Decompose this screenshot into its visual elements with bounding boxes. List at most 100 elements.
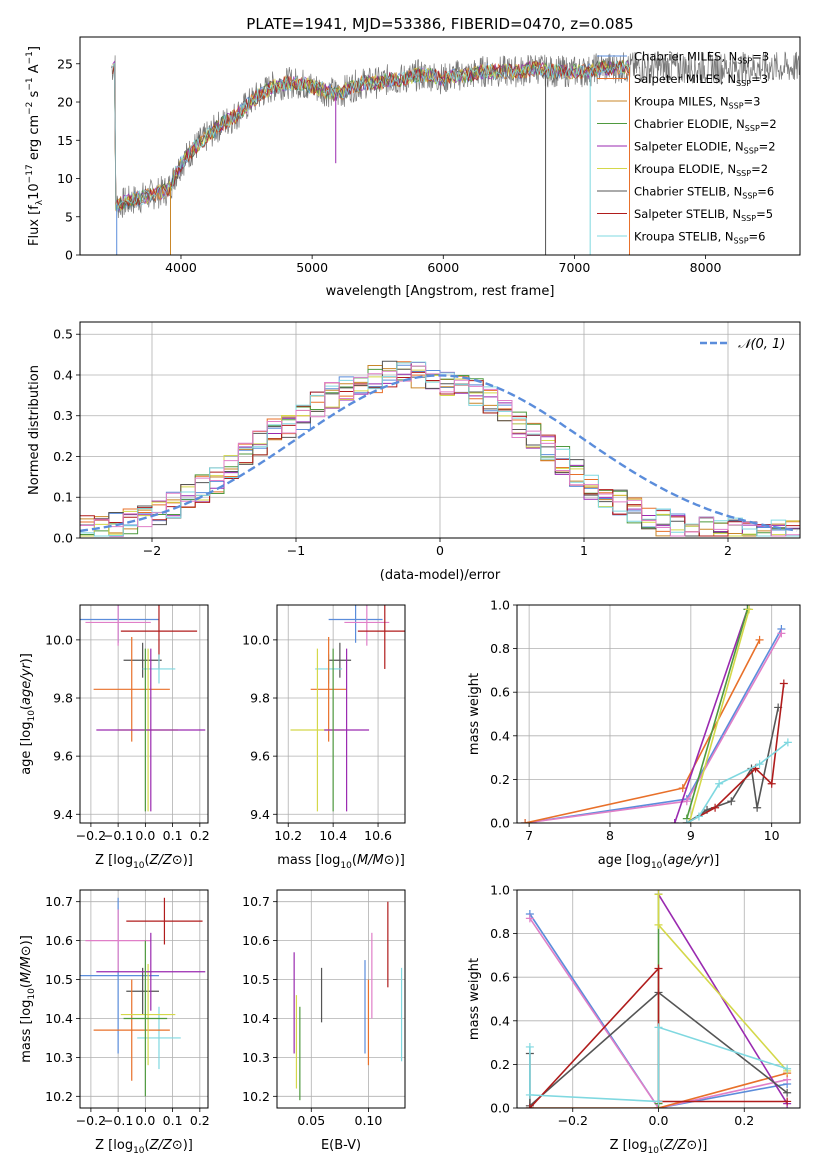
weight-series-line [529,917,788,1108]
y-tick-label: 0.5 [53,327,73,342]
x-tick-label: 0.10 [355,1113,383,1128]
weight-series-line [686,741,789,823]
legend-label: Kroupa STELIB, NSSP=6 [634,230,765,246]
y-tick-label: 0.2 [490,772,510,787]
axes-residuals: −2 −1 0 1 2 0.0 0.1 0.2 0.3 0.4 0.5 𝒩(0, 1) (data-mo… [27,321,801,583]
x-tick-label: 9 [687,828,695,843]
model-spectrum-line [112,60,630,212]
error-bar-point [123,642,162,678]
x-tick-label: 10.6 [364,828,392,843]
x-tick-label: −0.1 [103,1113,133,1128]
x-axis-label: mass [log10(M/M⊙)] [277,853,405,871]
x-tick-label: 4000 [165,260,197,275]
axes-frame [276,889,406,1109]
weight-series-line [529,913,788,1108]
weight-marker [525,1042,534,1051]
weight-marker [783,738,792,747]
y-tick-label: 0.4 [490,1013,510,1028]
x-tick-label: 0.2 [734,1113,754,1128]
y-tick-label: 10.7 [45,894,73,909]
y-tick-label: 10.6 [45,933,73,948]
weight-marker [525,1104,534,1108]
weight-marker [755,635,764,644]
axes-frame [516,889,801,1109]
y-tick-label: 0.0 [490,816,510,831]
axes-spectrum: 4000 5000 6000 7000 8000 0 5 10 15 20 25 wavelength… [25,36,801,299]
plot-area-weight_vs_age [521,605,792,823]
plot-area-weight_vs_Z [525,890,792,1108]
weight-marker [521,819,530,823]
weight-series [525,1023,792,1106]
x-axis-label: (data-model)/error [380,568,501,583]
error-bar-point [85,909,151,972]
weight-marker [753,803,762,812]
y-tick-label: 10.5 [242,972,270,987]
y-tick-label: 9.4 [250,807,270,822]
y-tick-label: 0.8 [490,641,510,656]
x-tick-label: 8 [606,828,614,843]
y-tick-label: 0.0 [53,531,73,546]
weight-marker [715,779,724,788]
y-tick-label: 0.4 [490,728,510,743]
y-tick-label: 10 [57,171,73,186]
error-bar-point [93,636,170,742]
weight-marker [682,797,691,806]
x-tick-label: 0.0 [649,1113,669,1128]
y-tick-label: 25 [57,56,73,71]
error-bar-point [324,648,370,812]
y-tick-label: 9.8 [53,691,73,706]
axes-frame [79,321,801,539]
x-tick-label: 0.2 [190,1113,210,1128]
legend-label: Chabrier STELIB, NSSP=6 [634,185,774,201]
legend-label: Kroupa ELODIE, NSSP=2 [634,162,768,178]
y-tick-label: 9.6 [53,749,73,764]
weight-series [521,635,764,823]
legend-label: Salpeter ELODIE, NSSP=2 [634,140,776,156]
weight-series [521,629,786,823]
error-bar-point [126,897,203,945]
x-axis-label: Z [log10(Z/Z⊙)] [610,1138,708,1156]
weight-marker [654,1097,663,1106]
weight-marker [654,1023,663,1032]
weight-series-line [657,894,788,1072]
y-tick-label: 0.2 [53,449,73,464]
y-tick-label: 10.4 [242,1011,270,1026]
y-tick-label: 10.4 [45,1011,73,1026]
x-tick-label: −2 [143,543,161,558]
axes-weight_vs_Z: −0.2 0.0 0.2 0.0 0.2 0.4 0.6 0.8 1.0 Z [log10(Z/Z… [467,883,801,1156]
plot-area-mass_vs_Z [80,897,206,1097]
legend-label: Salpeter MILES, NSSP=3 [634,72,768,88]
axes-mass_vs_EBV: 0.05 0.10 10.2 10.3 10.4 10.5 10.6 10.7 E(B-V) [242,889,406,1153]
x-tick-label: −0.2 [558,1113,588,1128]
error-bar-point [96,648,206,812]
weight-marker [783,1097,792,1106]
weight-series-line [686,609,749,819]
y-tick-label: 0.8 [490,926,510,941]
axes-mass_vs_Z: −0.2−0.1 0.0 0.1 0.2 10.2 10.3 10.4 10.5 10.6 10.… [19,889,210,1156]
y-axis-label: mass [log10(M/M⊙)] [19,935,37,1063]
axes-frame [79,889,209,1109]
y-tick-label: 10.3 [242,1050,270,1065]
y-tick-label: 10.0 [242,632,270,647]
weight-series [521,624,786,823]
x-tick-label: 7 [525,828,533,843]
error-bar-point [137,1006,181,1070]
x-tick-label: 6000 [427,260,459,275]
weight-series [685,605,754,823]
plot-area-residuals [80,360,800,537]
error-bar-point [328,605,383,643]
error-bar-point [120,963,176,1066]
model-spectrum-line [112,59,630,211]
y-tick-label: 10.2 [45,1089,73,1104]
weight-marker [711,803,720,812]
x-axis-label: E(B-V) [321,1138,361,1153]
y-tick-label: 10.2 [242,1089,270,1104]
axes-frame [276,604,406,824]
y-tick-label: 10.7 [242,894,270,909]
model-spectrum-line [112,60,630,211]
weight-series-line [686,707,779,823]
normal-distribution-curve [80,374,798,533]
figure-title: PLATE=1941, MJD=53386, FIBERID=0470, z=0… [246,15,633,33]
weight-series-line [688,609,750,823]
y-tick-label: 0.0 [490,1101,510,1116]
